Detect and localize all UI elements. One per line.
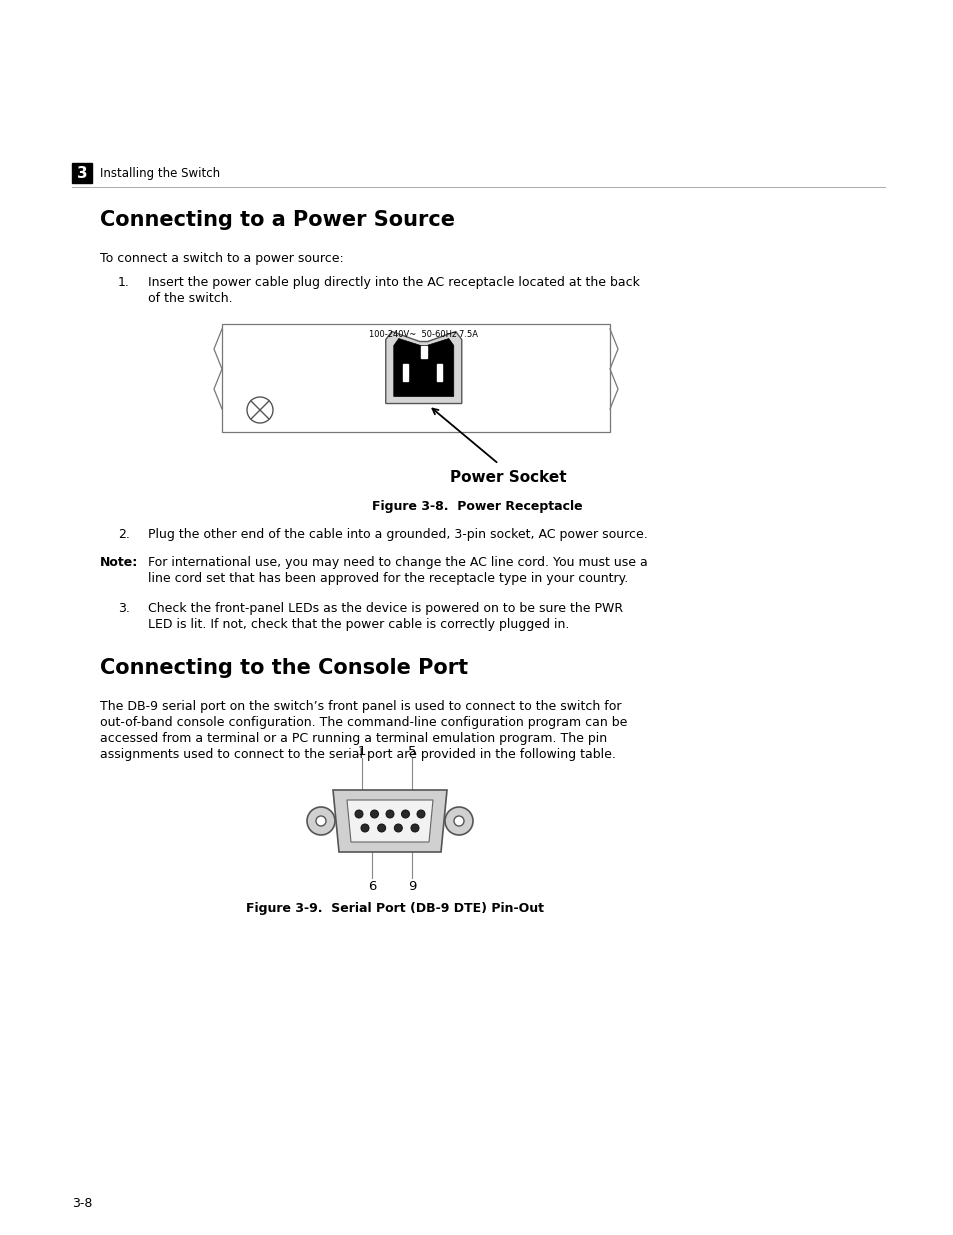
Circle shape <box>394 824 402 832</box>
Text: Connecting to a Power Source: Connecting to a Power Source <box>100 210 455 230</box>
Text: 2.: 2. <box>118 529 130 541</box>
Circle shape <box>454 816 463 826</box>
Circle shape <box>360 824 369 832</box>
Circle shape <box>416 810 424 818</box>
FancyBboxPatch shape <box>403 363 408 380</box>
Text: Power Socket: Power Socket <box>450 471 566 485</box>
Text: Installing the Switch: Installing the Switch <box>100 167 220 179</box>
Text: 1.: 1. <box>118 275 130 289</box>
Circle shape <box>401 810 409 818</box>
Text: Insert the power cable plug directly into the AC receptacle located at the back: Insert the power cable plug directly int… <box>148 275 639 289</box>
FancyBboxPatch shape <box>420 346 426 357</box>
Text: of the switch.: of the switch. <box>148 291 233 305</box>
FancyBboxPatch shape <box>71 163 91 183</box>
Text: Figure 3-9.  Serial Port (DB-9 DTE) Pin-Out: Figure 3-9. Serial Port (DB-9 DTE) Pin-O… <box>246 902 543 915</box>
Text: Check the front-panel LEDs as the device is powered on to be sure the PWR: Check the front-panel LEDs as the device… <box>148 601 622 615</box>
Text: Plug the other end of the cable into a grounded, 3-pin socket, AC power source.: Plug the other end of the cable into a g… <box>148 529 647 541</box>
Polygon shape <box>385 331 461 404</box>
Text: out-of-band console configuration. The command-line configuration program can be: out-of-band console configuration. The c… <box>100 716 627 729</box>
Text: The DB-9 serial port on the switch’s front panel is used to connect to the switc: The DB-9 serial port on the switch’s fro… <box>100 700 620 713</box>
Text: To connect a switch to a power source:: To connect a switch to a power source: <box>100 252 343 266</box>
FancyBboxPatch shape <box>436 363 441 380</box>
Text: 5: 5 <box>407 745 416 758</box>
Text: 100-240V~  50-60Hz 7.5A: 100-240V~ 50-60Hz 7.5A <box>369 330 477 338</box>
Circle shape <box>370 810 378 818</box>
Circle shape <box>444 806 473 835</box>
Circle shape <box>386 810 394 818</box>
Text: For international use, you may need to change the AC line cord. You must use a: For international use, you may need to c… <box>148 556 647 569</box>
Text: accessed from a terminal or a PC running a terminal emulation program. The pin: accessed from a terminal or a PC running… <box>100 732 606 745</box>
Polygon shape <box>394 338 454 396</box>
Text: 1: 1 <box>357 745 366 758</box>
Text: LED is lit. If not, check that the power cable is correctly plugged in.: LED is lit. If not, check that the power… <box>148 618 569 631</box>
Circle shape <box>411 824 418 832</box>
Circle shape <box>307 806 335 835</box>
Circle shape <box>377 824 385 832</box>
Text: 3: 3 <box>76 165 88 180</box>
Polygon shape <box>347 800 433 842</box>
Text: assignments used to connect to the serial port are provided in the following tab: assignments used to connect to the seria… <box>100 748 616 761</box>
Text: Note:: Note: <box>100 556 138 569</box>
Circle shape <box>355 810 363 818</box>
Text: 9: 9 <box>407 881 416 893</box>
Text: Figure 3-8.  Power Receptacle: Figure 3-8. Power Receptacle <box>372 500 581 513</box>
Text: 3.: 3. <box>118 601 130 615</box>
Text: 6: 6 <box>368 881 375 893</box>
Text: line cord set that has been approved for the receptacle type in your country.: line cord set that has been approved for… <box>148 572 628 585</box>
Text: Connecting to the Console Port: Connecting to the Console Port <box>100 658 468 678</box>
FancyBboxPatch shape <box>222 324 609 432</box>
Circle shape <box>315 816 326 826</box>
Text: 3-8: 3-8 <box>71 1197 92 1210</box>
Polygon shape <box>333 790 447 852</box>
